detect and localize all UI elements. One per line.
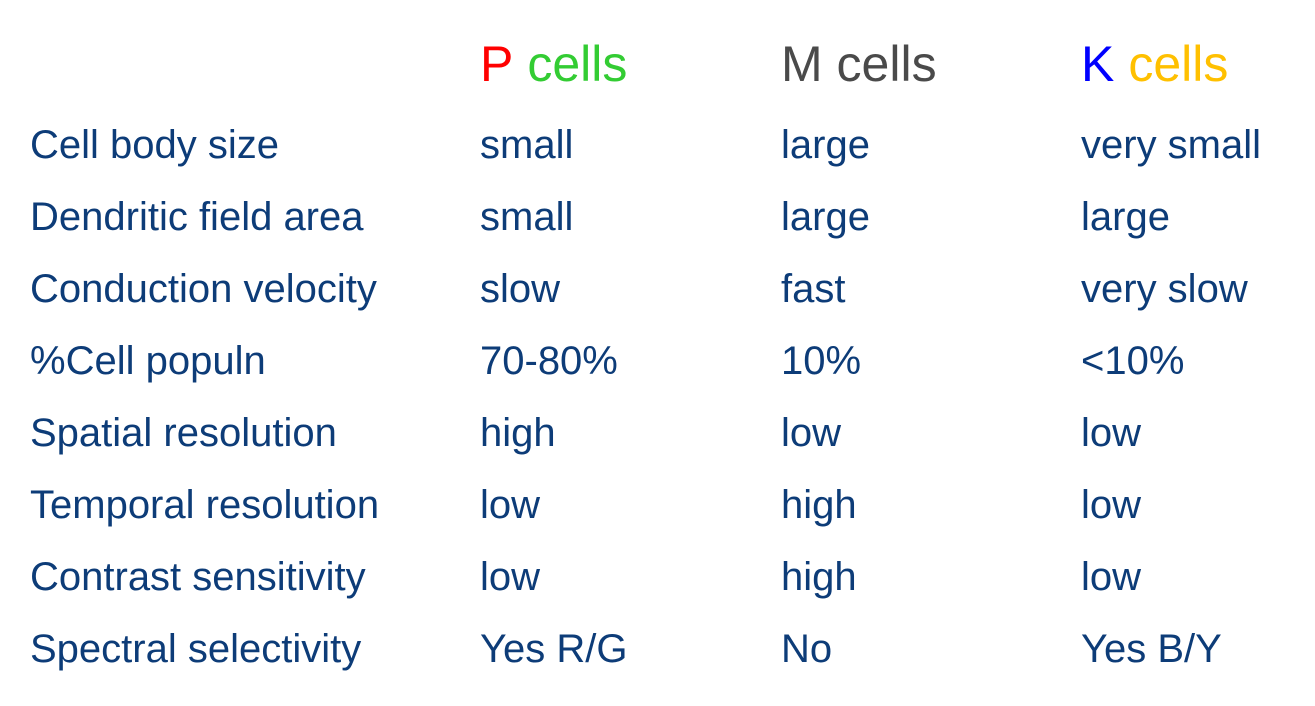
header-part: M cells [781, 36, 937, 92]
table-cell: low [1081, 555, 1142, 599]
table-cell: high [480, 411, 556, 455]
table-cell: large [1081, 195, 1170, 239]
table-cell: very slow [1081, 267, 1248, 311]
header-part: P [480, 36, 514, 92]
table-cell: large [781, 123, 870, 167]
column-header: M cells [781, 36, 937, 92]
table-cell: slow [480, 267, 561, 311]
table-cell: 10% [781, 339, 862, 383]
table-cell: very small [1081, 123, 1262, 167]
table-cell: Yes R/G [480, 627, 628, 671]
table-cell: large [781, 195, 870, 239]
row-label: Contrast sensitivity [30, 555, 366, 599]
table-cell: high [781, 483, 857, 527]
table-cell: Yes B/Y [1081, 627, 1222, 671]
table-cell: No [781, 627, 833, 671]
row-label: Spectral selectivity [30, 627, 362, 671]
table-cell: low [480, 555, 541, 599]
header-part: cells [1128, 36, 1229, 92]
row-label: %Cell populn [30, 339, 266, 383]
table-cell: small [480, 195, 574, 239]
table-cell: high [781, 555, 857, 599]
table-cell: small [480, 123, 574, 167]
row-label: Temporal resolution [30, 483, 380, 527]
table-cell: low [781, 411, 842, 455]
table-cell: <10% [1081, 339, 1185, 383]
row-label: Cell body size [30, 123, 280, 167]
row-label: Dendritic field area [30, 195, 364, 239]
table-cell: low [1081, 411, 1142, 455]
table-cell: fast [781, 267, 846, 311]
table-cell: low [480, 483, 541, 527]
row-label: Conduction velocity [30, 267, 377, 311]
header-part: cells [527, 36, 628, 92]
table-cell: low [1081, 483, 1142, 527]
row-label: Spatial resolution [30, 411, 337, 455]
table-cell: 70-80% [480, 339, 618, 383]
header-part: K [1081, 36, 1115, 92]
